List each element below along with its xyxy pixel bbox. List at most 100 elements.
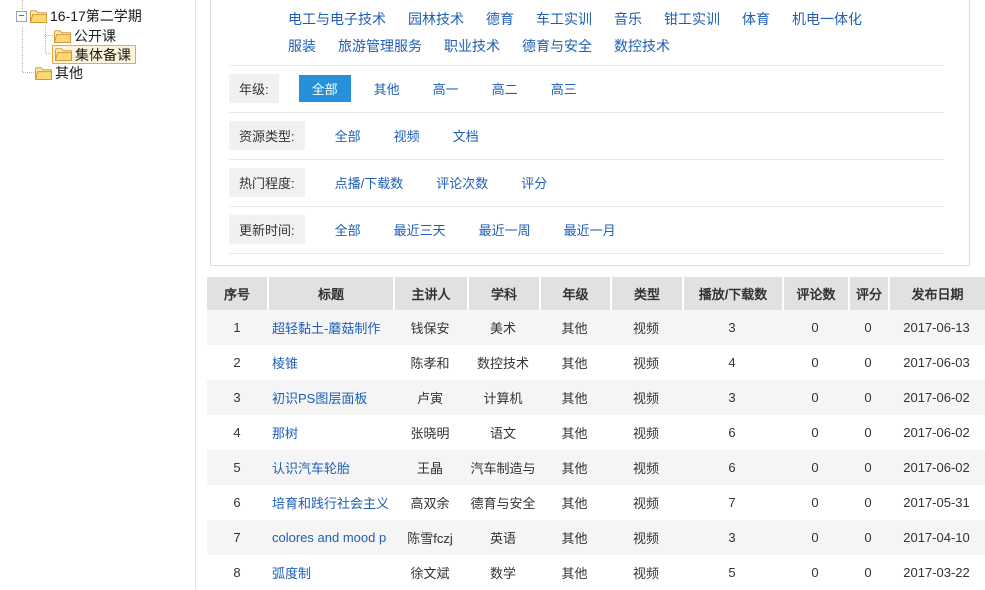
column-header[interactable]: 发布日期 — [888, 277, 985, 310]
column-header[interactable]: 序号 — [207, 277, 267, 310]
table-cell: 2017-04-10 — [888, 520, 985, 555]
table-cell: 视频 — [632, 426, 659, 441]
subject-link[interactable]: 服装 — [288, 38, 316, 54]
table-cell: 视频 — [632, 356, 659, 371]
column-header[interactable]: 评论数 — [782, 277, 848, 310]
table-cell: 8 — [233, 565, 241, 580]
resource-title-link[interactable]: 认识汽车轮胎 — [272, 461, 351, 476]
filter-row: 资源类型: 全部 视频 文档 — [211, 112, 969, 159]
tree-node-group-prep[interactable]: 集体备课 — [52, 45, 136, 64]
table-cell: 2017-06-02 — [888, 450, 985, 485]
table-cell: 2017-06-02 — [888, 380, 985, 415]
filter-option[interactable]: 文档 — [452, 129, 479, 144]
tree-label-open-class[interactable]: 公开课 — [74, 28, 116, 44]
table-cell: 0 — [848, 380, 888, 415]
tree-line — [46, 53, 53, 54]
column-header[interactable]: 年级 — [539, 277, 610, 310]
filter-row: 年级: 全部 其他 高一 高二 高三 — [211, 65, 969, 112]
subject-link[interactable]: 机电一体化 — [792, 11, 862, 27]
table-cell: 7 — [728, 495, 736, 510]
table-cell: 2017-06-13 — [888, 310, 985, 345]
subject-link[interactable]: 体育 — [742, 11, 770, 27]
column-header[interactable]: 类型 — [610, 277, 682, 310]
filter-option[interactable]: 评分 — [521, 176, 548, 191]
table-cell: 视频 — [610, 380, 682, 415]
table-cell: 陈孝和 — [410, 356, 450, 371]
table-cell: 5 — [207, 450, 267, 485]
table-cell: 6 — [682, 450, 782, 485]
subject-link[interactable]: 德育与安全 — [522, 38, 592, 54]
table-cell: 徐文斌 — [410, 566, 450, 581]
resource-title-link[interactable]: 弧度制 — [272, 566, 312, 581]
subject-link[interactable]: 数控技术 — [614, 38, 670, 54]
resource-table: 序号 标题 主讲人 学科 年级 类型 播放/下载数 评论数 评分 发布日期 1 超轻黏土-蘑菇制作钱… — [207, 277, 985, 590]
column-header[interactable]: 评分 — [848, 277, 888, 310]
subject-link[interactable]: 电工与电子技术 — [288, 11, 386, 27]
table-cell: 0 — [864, 565, 872, 580]
table-cell: 0 — [782, 450, 848, 485]
filter-option[interactable]: 高二 — [491, 82, 518, 97]
subject-link[interactable]: 德育 — [486, 11, 514, 27]
column-header[interactable]: 标题 — [267, 277, 393, 310]
filter-option[interactable]: 视频 — [393, 129, 420, 144]
table-row: 7 colores and mood p 陈雪fczj 英语 其他 视频 3 0 0 2017-0… — [207, 520, 985, 555]
table-cell: 其他 — [539, 520, 610, 555]
table-cell: 3 — [207, 380, 267, 415]
table-cell: 其他 — [561, 566, 588, 581]
subject-link[interactable]: 钳工实训 — [664, 11, 720, 27]
table-row: 1 超轻黏土-蘑菇制作 钱保安 美术 其他 视频 3 0 0 2017-06-13 — [207, 310, 985, 345]
subject-link[interactable]: 音乐 — [614, 11, 642, 27]
column-header[interactable]: 主讲人 — [393, 277, 467, 310]
column-header[interactable]: 学科 — [467, 277, 539, 310]
resource-title-link[interactable]: 棱锥 — [272, 356, 299, 371]
filter-option[interactable]: 高一 — [432, 82, 459, 97]
subject-link[interactable]: 职业技术 — [444, 38, 500, 54]
filter-row: 更新时间: 全部 最近三天 最近一周 最近一月 — [211, 206, 969, 253]
table-cell: 0 — [782, 380, 848, 415]
filter-option[interactable]: 最近一周 — [478, 223, 531, 238]
subject-links-section: 电工与电子技术 园林技术 德育 车工实训 音乐 钳工实训 体育 机电一体化服装 旅游管理服务 职业… — [211, 0, 969, 65]
tree-line — [22, 0, 23, 9]
table-cell: 英语 — [467, 520, 539, 555]
filter-label: 热门程度: — [229, 168, 305, 197]
table-row: 4 那树 张晓明 语文 其他 视频 6 0 0 2017-06-02 — [207, 415, 985, 450]
filter-option[interactable]: 点播/下载数 — [334, 176, 404, 191]
table-cell: 其他 — [561, 496, 588, 511]
filter-option[interactable]: 最近三天 — [393, 223, 446, 238]
resource-title-link[interactable]: 初识PS图层面板 — [272, 391, 368, 406]
column-header[interactable]: 播放/下载数 — [682, 277, 782, 310]
table-cell: 0 — [864, 355, 872, 370]
folder-icon — [30, 9, 47, 23]
table-cell: 0 — [848, 520, 888, 555]
resource-title-link[interactable]: 培育和践行社会主义 — [272, 496, 390, 511]
subject-link[interactable]: 车工实训 — [536, 11, 592, 27]
filter-option[interactable]: 全部 — [334, 129, 361, 144]
table-cell: 视频 — [610, 310, 682, 345]
table-header-row: 序号 标题 主讲人 学科 年级 类型 播放/下载数 评论数 评分 发布日期 — [207, 277, 985, 310]
table-cell: 数控技术 — [476, 356, 529, 371]
filter-option[interactable]: 最近一月 — [563, 223, 616, 238]
filter-option-active[interactable]: 全部 — [298, 75, 351, 102]
table-cell: 2017-05-31 — [903, 495, 970, 510]
tree-label-group-prep[interactable]: 集体备课 — [75, 46, 131, 63]
table-cell: 高双余 — [410, 496, 450, 511]
filter-option[interactable]: 其他 — [373, 82, 400, 97]
filter-option[interactable]: 全部 — [334, 223, 361, 238]
table-cell: 0 — [864, 425, 872, 440]
table-cell: 视频 — [610, 450, 682, 485]
subject-link[interactable]: 旅游管理服务 — [338, 38, 422, 54]
resource-title-link[interactable]: colores and mood p — [272, 530, 387, 545]
subject-link-row: 电工与电子技术 园林技术 德育 车工实训 音乐 钳工实训 体育 机电一体化 — [288, 6, 959, 33]
tree-node-semester: − 16-17第二学期 — [16, 7, 142, 25]
filter-option[interactable]: 评论次数 — [436, 176, 489, 191]
tree-label-other[interactable]: 其他 — [55, 65, 83, 81]
subject-link[interactable]: 园林技术 — [408, 11, 464, 27]
filter-label: 年级: — [229, 74, 279, 103]
resource-title-link[interactable]: 超轻黏土-蘑菇制作 — [272, 321, 381, 336]
table-cell: 美术 — [467, 310, 539, 345]
tree-label-semester[interactable]: 16-17第二学期 — [50, 8, 142, 24]
filter-option[interactable]: 高三 — [550, 82, 577, 97]
collapse-minus-icon[interactable]: − — [16, 10, 27, 22]
resource-title-link[interactable]: 那树 — [272, 426, 299, 441]
table-cell: 4 — [233, 425, 241, 440]
